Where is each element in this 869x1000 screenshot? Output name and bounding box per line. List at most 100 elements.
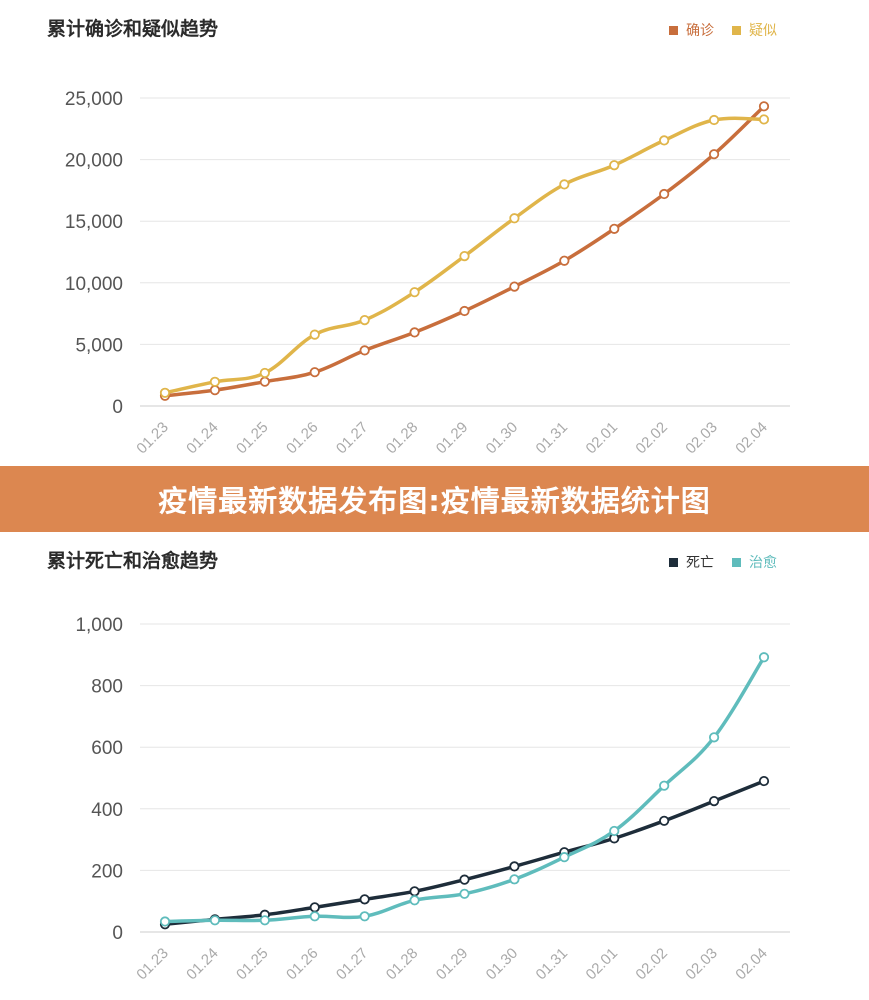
data-point[interactable]	[708, 732, 720, 743]
death-recovered-chart: 累计死亡和治愈趋势 死亡 治愈 0 200 400 600 800 1,000 01.23 0…	[0, 532, 869, 1000]
y-tick-label: 400	[91, 800, 123, 821]
legend-label: 治愈	[749, 555, 777, 571]
data-point[interactable]	[708, 795, 720, 807]
x-tick-label: 01.23	[133, 419, 172, 458]
x-tick-label: 01.25	[233, 945, 272, 984]
legend-label: 确诊	[686, 23, 714, 39]
data-point[interactable]	[758, 652, 770, 663]
data-point[interactable]	[459, 305, 470, 317]
data-point[interactable]	[359, 911, 370, 922]
data-point[interactable]	[159, 387, 171, 398]
y-tick-label: 0	[112, 923, 123, 944]
title-banner: 疫情最新数据发布图:疫情最新数据统计图	[0, 466, 869, 532]
legend-swatch-icon	[732, 557, 741, 567]
data-point[interactable]	[409, 327, 420, 338]
x-tick-label: 01.24	[183, 419, 222, 458]
data-point[interactable]	[359, 345, 370, 356]
chart-title: 累计确诊和疑似趋势	[47, 18, 219, 40]
x-tick-label: 01.28	[383, 419, 422, 458]
y-tick-label: 25,000	[65, 89, 123, 110]
y-tick-label: 15,000	[65, 212, 123, 233]
chart-legend: 确诊 疑似	[669, 20, 777, 40]
data-point[interactable]	[659, 188, 670, 200]
data-point[interactable]	[758, 775, 770, 787]
x-tick-label: 01.29	[433, 945, 472, 984]
confirmed-suspected-chart: 累计确诊和疑似趋势 确诊 疑似 0 5,000 10,000 15,000 20,000…	[0, 0, 869, 466]
data-point[interactable]	[609, 223, 620, 234]
data-point[interactable]	[309, 367, 320, 378]
y-tick-label: 800	[91, 677, 123, 698]
x-tick-label: 02.02	[632, 945, 671, 984]
x-tick-label: 02.03	[682, 419, 721, 458]
data-point[interactable]	[209, 385, 221, 396]
data-point[interactable]	[758, 101, 770, 112]
data-point[interactable]	[559, 179, 570, 190]
chart-plot-area: 0 200 400 600 800 1,000 01.23 01.24 01.25 01.26 01…	[75, 615, 790, 984]
series-line	[163, 779, 766, 927]
chart-legend: 死亡 治愈	[669, 552, 777, 572]
x-tick-label: 02.03	[682, 945, 721, 984]
data-point[interactable]	[459, 251, 470, 262]
chart-plot-area: 0 5,000 10,000 15,000 20,000 25,000 01.23 01.24…	[65, 89, 790, 458]
data-point[interactable]	[259, 915, 270, 926]
data-point[interactable]	[708, 114, 720, 126]
legend-item-confirmed[interactable]: 确诊	[669, 20, 714, 40]
y-tick-label: 10,000	[65, 274, 123, 295]
data-point[interactable]	[659, 780, 670, 791]
data-point[interactable]	[309, 329, 320, 340]
legend-swatch-icon	[669, 25, 678, 35]
data-point[interactable]	[209, 376, 221, 387]
data-point[interactable]	[159, 916, 171, 927]
data-point[interactable]	[259, 367, 270, 379]
x-tick-label: 02.04	[732, 419, 771, 458]
x-tick-label: 01.29	[433, 419, 472, 458]
legend-label: 死亡	[686, 555, 714, 571]
data-point[interactable]	[259, 376, 270, 387]
data-point[interactable]	[209, 915, 221, 926]
data-point[interactable]	[459, 888, 470, 899]
x-tick-label: 02.04	[732, 945, 771, 984]
y-tick-label: 0	[112, 397, 123, 418]
legend-item-suspected[interactable]: 疑似	[732, 20, 777, 40]
data-point[interactable]	[559, 852, 570, 863]
x-tick-label: 01.27	[333, 419, 372, 458]
y-tick-label: 5,000	[75, 335, 123, 356]
x-tick-label: 01.26	[283, 945, 322, 984]
x-tick-label: 01.31	[533, 419, 572, 458]
y-tick-label: 200	[91, 861, 123, 882]
legend-swatch-icon	[732, 25, 741, 35]
y-tick-label: 600	[91, 738, 123, 759]
data-point[interactable]	[409, 886, 420, 897]
x-tick-label: 02.02	[632, 419, 671, 458]
data-point[interactable]	[309, 911, 320, 922]
data-point[interactable]	[509, 874, 520, 885]
data-point[interactable]	[708, 149, 720, 160]
data-point[interactable]	[509, 861, 520, 872]
x-tick-label: 02.01	[583, 419, 622, 458]
x-tick-label: 01.26	[283, 419, 322, 458]
data-point[interactable]	[459, 874, 470, 885]
x-tick-label: 01.27	[333, 945, 372, 984]
data-point[interactable]	[509, 281, 520, 292]
legend-swatch-icon	[669, 557, 678, 567]
data-point[interactable]	[659, 815, 670, 826]
x-tick-label: 01.31	[533, 945, 572, 984]
data-point[interactable]	[359, 314, 370, 326]
legend-item-death[interactable]: 死亡	[669, 552, 714, 572]
data-point[interactable]	[609, 160, 620, 171]
x-tick-label: 01.30	[483, 945, 522, 984]
data-point[interactable]	[409, 895, 420, 906]
data-point[interactable]	[559, 255, 570, 266]
data-point[interactable]	[359, 894, 370, 905]
data-point[interactable]	[758, 114, 770, 125]
x-tick-label: 01.24	[183, 945, 222, 984]
legend-item-recovered[interactable]: 治愈	[732, 552, 777, 572]
y-tick-label: 20,000	[65, 151, 123, 172]
x-tick-label: 01.30	[483, 419, 522, 458]
data-point[interactable]	[659, 135, 670, 146]
data-point[interactable]	[609, 825, 620, 837]
data-point[interactable]	[409, 287, 420, 298]
data-point[interactable]	[509, 213, 520, 224]
x-tick-label: 01.25	[233, 419, 272, 458]
data-point[interactable]	[309, 902, 320, 913]
